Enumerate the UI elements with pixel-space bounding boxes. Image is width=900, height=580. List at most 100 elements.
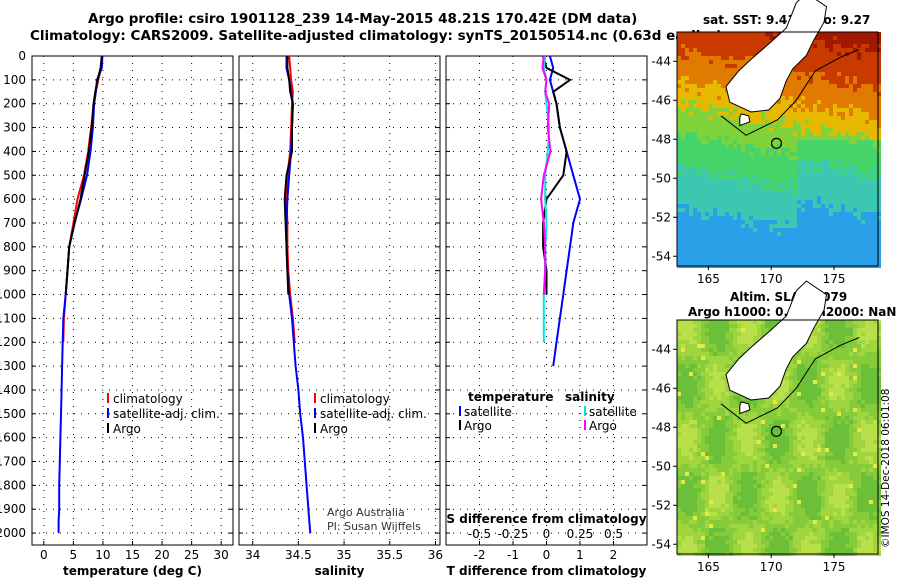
map-cell	[685, 116, 689, 120]
map-cell	[829, 380, 833, 384]
map-cell	[825, 436, 829, 440]
map-cell	[861, 64, 865, 68]
map-cell	[821, 432, 825, 436]
map-cell	[681, 372, 685, 376]
map-cell	[741, 344, 745, 348]
map-cell	[781, 152, 785, 156]
map-cell	[841, 240, 845, 244]
map-cell	[785, 208, 789, 212]
map-cell	[777, 152, 781, 156]
map-cell	[833, 332, 837, 336]
map-cell	[813, 248, 817, 252]
map-cell	[745, 148, 749, 152]
map-cell	[829, 84, 833, 88]
map-cell	[717, 448, 721, 452]
map-cell	[809, 140, 813, 144]
map-cell	[693, 164, 697, 168]
map-cell	[817, 44, 821, 48]
map-cell	[729, 132, 733, 136]
map-cell	[853, 136, 857, 140]
map-cell	[853, 148, 857, 152]
map-cell	[853, 160, 857, 164]
map-cell	[725, 392, 729, 396]
map-cell	[693, 212, 697, 216]
map-cell	[697, 364, 701, 368]
map-cell	[725, 172, 729, 176]
map-cell	[781, 108, 785, 112]
map-cell	[685, 340, 689, 344]
map-cell	[849, 372, 853, 376]
map-cell	[861, 176, 865, 180]
map-cell	[725, 420, 729, 424]
map-cell	[805, 84, 809, 88]
map-cell	[713, 428, 717, 432]
map-cell	[865, 320, 869, 324]
map-cell	[725, 116, 729, 120]
map-cell	[741, 324, 745, 328]
map-cell	[873, 72, 877, 76]
map-cell	[793, 116, 797, 120]
map-cell	[733, 232, 737, 236]
map-cell	[817, 80, 821, 84]
map-cell	[685, 144, 689, 148]
map-cell	[681, 376, 685, 380]
x-axis-label: T difference from climatology	[447, 564, 647, 578]
map-cell	[845, 376, 849, 380]
map-cell	[729, 320, 733, 324]
map-cell	[785, 184, 789, 188]
map-cell	[849, 120, 853, 124]
map-cell	[777, 212, 781, 216]
map-cell	[761, 44, 765, 48]
map-cell	[865, 204, 869, 208]
depth-tick-label: 0	[18, 49, 26, 63]
map-cell	[869, 440, 873, 444]
map-cell	[861, 420, 865, 424]
map-cell	[769, 160, 773, 164]
map-cell	[833, 360, 837, 364]
map-cell	[873, 356, 877, 360]
map-cell	[685, 344, 689, 348]
map-cell	[677, 260, 681, 264]
map-cell	[685, 152, 689, 156]
map-cell	[713, 216, 717, 220]
map-cell	[781, 196, 785, 200]
map-cell	[729, 136, 733, 140]
map-cell	[705, 172, 709, 176]
map-cell	[749, 40, 753, 44]
map-cell	[737, 332, 741, 336]
map-cell	[805, 184, 809, 188]
map-cell	[861, 360, 865, 364]
x-tick-label: 30	[214, 548, 229, 562]
map-cell	[849, 116, 853, 120]
map-cell	[789, 92, 793, 96]
map-cell	[701, 328, 705, 332]
map-cell	[677, 64, 681, 68]
map-cell	[829, 168, 833, 172]
map-cell	[793, 424, 797, 428]
map-cell	[869, 200, 873, 204]
map-cell	[701, 100, 705, 104]
map-cell	[753, 256, 757, 260]
map-cell	[689, 220, 693, 224]
map-cell	[873, 192, 877, 196]
map-cell	[717, 384, 721, 388]
map-cell	[861, 436, 865, 440]
map-cell	[821, 136, 825, 140]
map-cell	[777, 224, 781, 228]
map-cell	[697, 372, 701, 376]
map-cell	[853, 372, 857, 376]
map-cell	[869, 420, 873, 424]
map-cell	[689, 372, 693, 376]
map-cell	[873, 352, 877, 356]
map-cell	[701, 384, 705, 388]
map-cell	[845, 404, 849, 408]
map-cell	[861, 344, 865, 348]
map-cell	[841, 188, 845, 192]
map-cell	[769, 416, 773, 420]
map-cell	[865, 260, 869, 264]
map-cell	[873, 32, 877, 36]
map-cell	[745, 160, 749, 164]
map-cell	[689, 364, 693, 368]
map-cell	[805, 92, 809, 96]
map-cell	[813, 444, 817, 448]
